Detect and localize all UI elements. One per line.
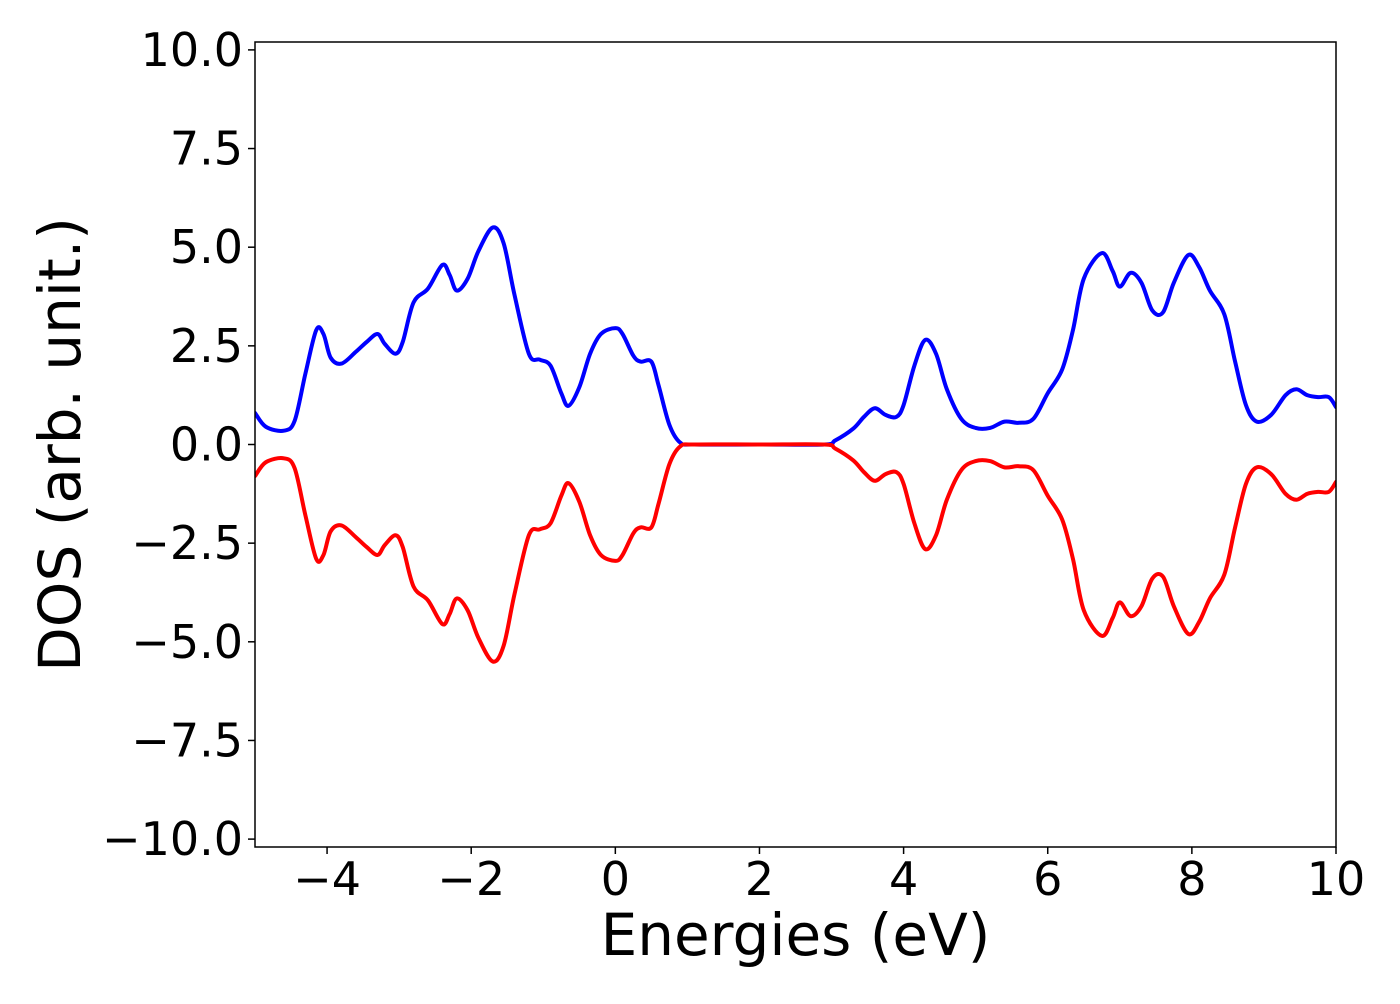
dos-curve-1 [255, 225, 1336, 447]
x-tick-label: 4 [889, 852, 918, 906]
dos-curve-2 [255, 442, 1336, 664]
y-axis-title: DOS (arb. unit.) [26, 217, 94, 672]
x-axis-title: Energies (eV) [601, 901, 991, 969]
y-tick-label: 7.5 [170, 122, 243, 176]
x-tick-label: 6 [1033, 852, 1062, 906]
y-tick-label: −10.0 [102, 812, 243, 866]
y-tick-label: −2.5 [131, 516, 243, 570]
series-layer [255, 225, 1336, 664]
y-tick-label: −5.0 [131, 615, 243, 669]
x-tick-label: −2 [437, 852, 505, 906]
y-tick-label: 5.0 [170, 220, 243, 274]
x-tick-label: 8 [1177, 852, 1206, 906]
x-tick-label: 0 [601, 852, 630, 906]
x-tick-label: 2 [745, 852, 774, 906]
y-tick-label: 10.0 [141, 23, 243, 77]
y-tick-label: 0.0 [170, 418, 243, 472]
x-tick-label: 10 [1307, 852, 1366, 906]
y-tick-label: 2.5 [170, 319, 243, 373]
y-tick-label: −7.5 [131, 713, 243, 767]
x-axis-ticks: −4 −2 0 2 4 6 8 10 [293, 847, 1365, 906]
x-tick-label: −4 [293, 852, 361, 906]
y-axis-ticks: 10.0 7.5 5.0 2.5 0.0 −2.5 −5.0 −7.5 −10.0 [102, 23, 255, 866]
